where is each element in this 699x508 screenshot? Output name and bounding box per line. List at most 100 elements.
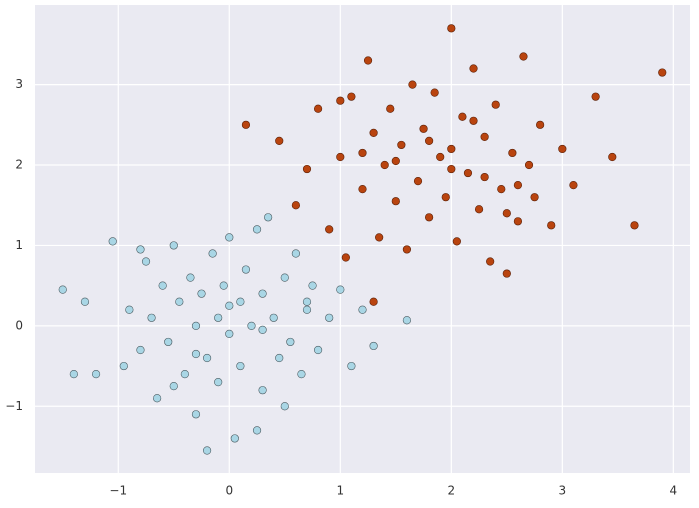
point [408, 80, 417, 89]
point [558, 144, 567, 154]
point [191, 321, 201, 330]
point [275, 136, 284, 145]
point [313, 104, 323, 113]
point [469, 64, 478, 73]
point [258, 386, 267, 395]
point [474, 205, 484, 214]
point [280, 402, 289, 411]
point [164, 337, 173, 347]
x-tick-label: 4 [670, 484, 678, 498]
point [358, 148, 367, 158]
point [458, 112, 467, 121]
point [413, 177, 423, 186]
point [225, 329, 234, 338]
point [297, 369, 306, 379]
point [402, 316, 412, 325]
point [463, 168, 473, 178]
point [519, 52, 528, 61]
point [336, 96, 345, 105]
point [258, 289, 267, 298]
point [58, 285, 67, 294]
point [436, 152, 445, 162]
point [513, 217, 523, 226]
point [447, 144, 456, 154]
point [141, 257, 151, 266]
point [308, 281, 317, 290]
point [108, 237, 117, 246]
point [291, 249, 300, 258]
point [186, 273, 195, 282]
point [491, 100, 500, 109]
point [419, 124, 428, 133]
point [502, 209, 511, 218]
point [180, 369, 189, 379]
plot-area [35, 5, 690, 473]
point [591, 92, 600, 101]
point [380, 160, 389, 170]
y-tick-label: −1 [5, 399, 23, 413]
point [236, 361, 245, 371]
point [480, 132, 489, 141]
point [508, 148, 517, 158]
x-tick-label: −1 [109, 484, 127, 498]
point [447, 24, 456, 33]
point [252, 426, 262, 435]
y-tick-label: 2 [15, 158, 23, 172]
point [502, 269, 511, 278]
point [313, 345, 323, 355]
point [169, 382, 178, 391]
point [358, 185, 367, 194]
point [219, 281, 228, 290]
point [369, 128, 378, 137]
point [325, 313, 334, 322]
x-tick-label: 1 [336, 484, 344, 498]
point [402, 245, 412, 254]
point [69, 369, 78, 379]
point [291, 201, 300, 210]
point [369, 297, 378, 306]
point [486, 257, 495, 266]
point [358, 305, 367, 314]
point [214, 313, 223, 322]
y-tick-label: 0 [15, 318, 23, 332]
x-tick-label: 2 [447, 484, 455, 498]
point [452, 237, 461, 246]
point [236, 297, 245, 306]
point [480, 172, 489, 182]
point [347, 361, 356, 371]
point [230, 434, 239, 443]
point [347, 92, 356, 101]
point [447, 164, 456, 174]
point [252, 225, 262, 234]
point [241, 120, 251, 129]
point [547, 221, 556, 230]
point [264, 213, 273, 222]
point [569, 181, 578, 190]
point [280, 273, 289, 282]
point [369, 341, 378, 351]
point [425, 213, 434, 222]
x-tick-label: 3 [559, 484, 567, 498]
point [191, 349, 201, 359]
point [147, 313, 156, 322]
point [169, 241, 178, 250]
point [513, 181, 523, 190]
point [524, 160, 534, 170]
point [430, 88, 439, 97]
point [391, 197, 400, 206]
point [386, 104, 395, 113]
point [325, 225, 334, 234]
point [191, 410, 201, 419]
point [469, 116, 478, 125]
x-tick-label: 0 [225, 484, 233, 498]
point [136, 345, 145, 355]
point [391, 156, 400, 166]
point [125, 305, 134, 314]
point [275, 353, 284, 363]
point [441, 193, 450, 202]
point [197, 289, 206, 298]
point [214, 378, 223, 387]
point [258, 325, 267, 334]
point [302, 297, 312, 306]
